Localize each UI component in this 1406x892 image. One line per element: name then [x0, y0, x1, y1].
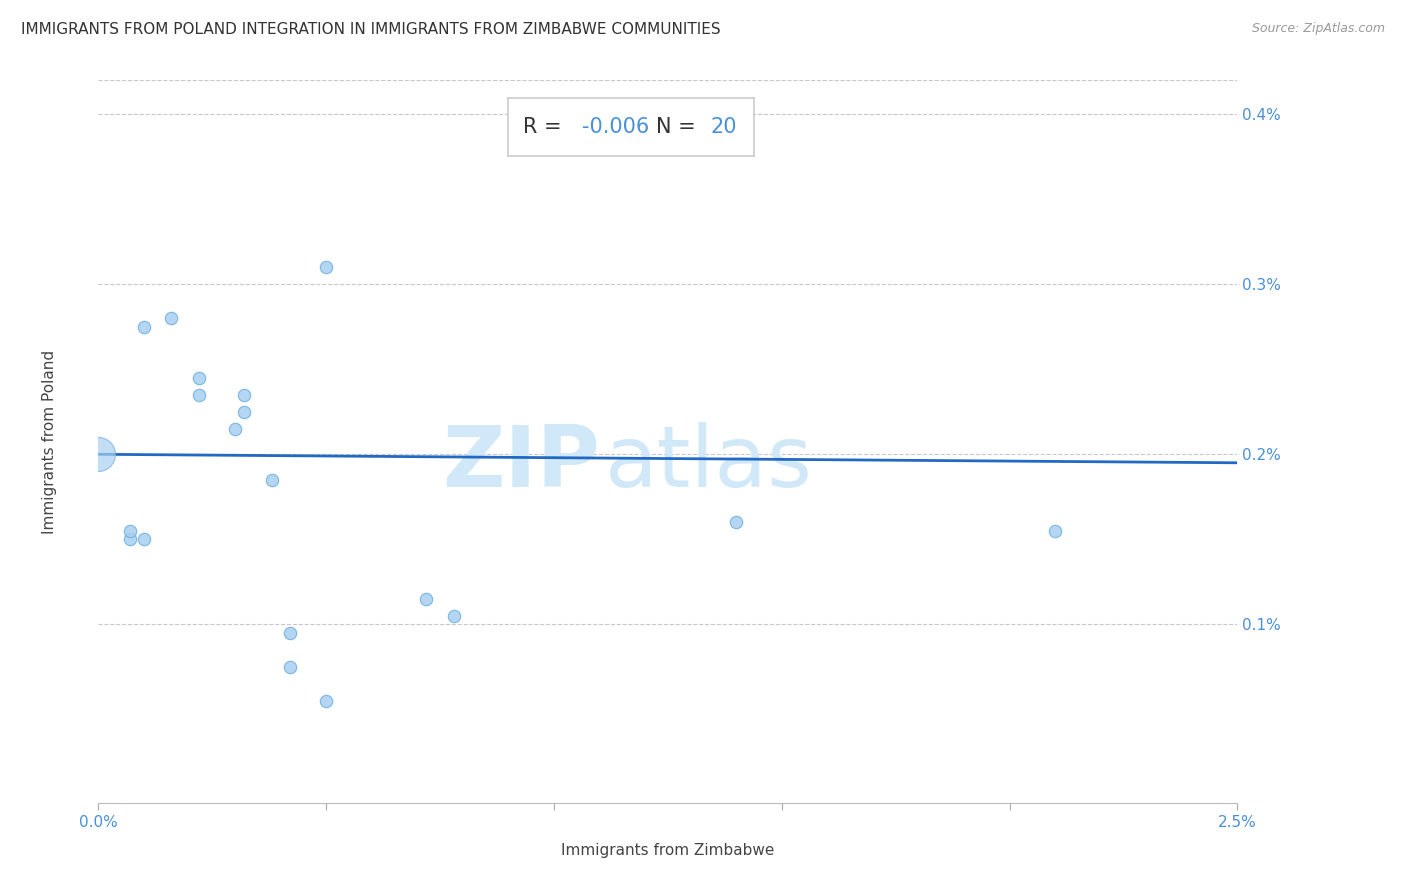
Point [120, 533, 142, 547]
Text: R =: R = [523, 117, 562, 137]
Point [120, 524, 142, 538]
Point [187, 371, 209, 385]
Point [224, 422, 246, 436]
Text: -0.006: -0.006 [582, 117, 650, 137]
Point [315, 694, 337, 708]
Text: atlas: atlas [605, 422, 813, 505]
Point [233, 388, 256, 402]
Point [132, 533, 155, 547]
Point [87, 447, 110, 461]
Point [725, 516, 748, 530]
Point [315, 260, 337, 275]
Point [278, 625, 301, 640]
Point [260, 473, 283, 487]
Point [278, 660, 301, 674]
Point [233, 405, 256, 419]
X-axis label: Immigrants from Zimbabwe: Immigrants from Zimbabwe [561, 844, 775, 858]
Point [1043, 524, 1066, 538]
Point [160, 311, 183, 326]
Point [187, 388, 209, 402]
Point [415, 591, 437, 606]
Text: 20: 20 [710, 117, 737, 137]
Point [132, 319, 155, 334]
Point [443, 608, 465, 623]
Y-axis label: Immigrants from Poland: Immigrants from Poland [42, 350, 56, 533]
Text: N =: N = [657, 117, 696, 137]
Text: ZIP: ZIP [441, 422, 599, 505]
Text: IMMIGRANTS FROM POLAND INTEGRATION IN IMMIGRANTS FROM ZIMBABWE COMMUNITIES: IMMIGRANTS FROM POLAND INTEGRATION IN IM… [21, 22, 721, 37]
Text: Source: ZipAtlas.com: Source: ZipAtlas.com [1251, 22, 1385, 36]
